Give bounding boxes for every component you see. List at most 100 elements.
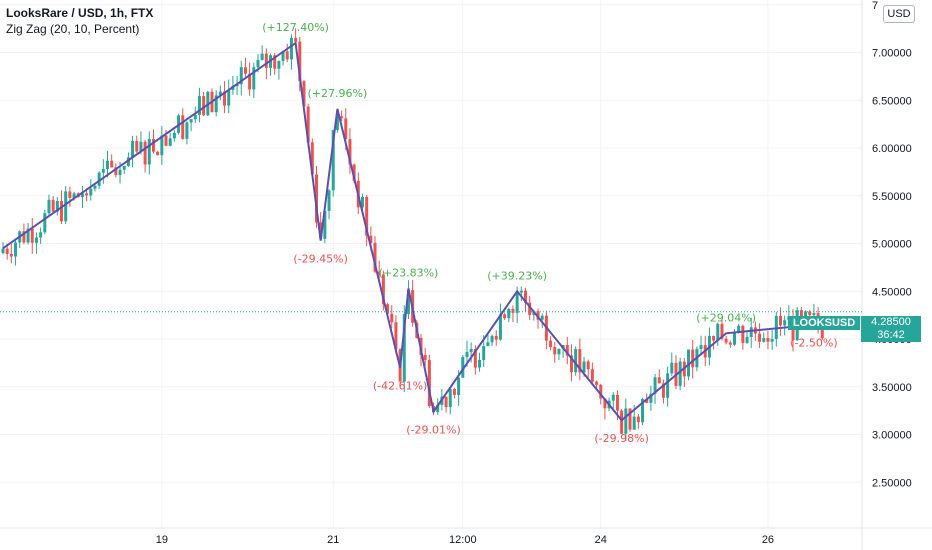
candle-body (632, 416, 636, 430)
candle-body (758, 333, 762, 342)
currency-button[interactable]: USD (883, 5, 915, 23)
candle-body (812, 313, 816, 316)
candle-body (503, 314, 507, 319)
candle-body (151, 139, 155, 152)
candle-body (64, 191, 68, 222)
time-tick-label: 12:00 (449, 534, 477, 546)
candle-body (1, 248, 5, 254)
candle-body (720, 323, 724, 339)
candle-body (586, 361, 590, 370)
candle-body (490, 335, 494, 343)
candle-body (549, 340, 553, 347)
candle-body (139, 141, 143, 152)
candle-body (14, 242, 18, 257)
candle-body (26, 228, 30, 243)
zigzag-label: (+29.04%) (696, 311, 756, 324)
candle-body (716, 323, 720, 341)
candle-body (657, 377, 661, 384)
candle-body (273, 55, 277, 69)
candle-body (691, 349, 695, 368)
candle-body (712, 335, 716, 341)
zigzag-line (2, 41, 815, 422)
candle-body (298, 41, 302, 82)
candle-body (294, 37, 298, 42)
candle-body (9, 253, 13, 257)
candle-body (331, 130, 335, 191)
candle-body (168, 138, 172, 146)
candle-body (473, 349, 477, 368)
candle-body (553, 346, 557, 355)
candle-body (636, 416, 640, 423)
price-tick-label: 2.50000 (872, 477, 912, 489)
candle-body (156, 151, 160, 156)
indicator-legend[interactable]: Zig Zag (20, 10, Percent) (6, 22, 140, 36)
candle-body (248, 73, 252, 90)
candle-body (799, 310, 803, 317)
candle-body (804, 311, 808, 317)
candle-body (80, 193, 84, 198)
candle-body (615, 394, 619, 411)
candle-body (218, 91, 222, 96)
chart-title[interactable]: LooksRare / USD, 1h, FTX (6, 6, 154, 20)
candle-body (661, 383, 665, 398)
candle-body (394, 322, 398, 350)
candle-body (402, 313, 406, 382)
candle-body (193, 114, 197, 120)
candle-body (436, 404, 440, 413)
candle-body (352, 164, 356, 181)
candle-body (93, 185, 97, 189)
candle-body (386, 304, 390, 314)
zigzag-label: (-2.50%) (790, 337, 838, 350)
candle-body (277, 60, 281, 69)
candle-body (628, 408, 632, 430)
candle-body (47, 199, 51, 214)
candle-body (486, 342, 490, 347)
price-tick-label: 7.00000 (872, 48, 912, 60)
candle-body (22, 231, 26, 243)
candle-body (766, 338, 770, 342)
candle-body (310, 142, 314, 175)
candle-body (197, 96, 201, 115)
candle-body (335, 116, 339, 131)
last-price-value: 4.28500 (871, 316, 911, 328)
candle-body (55, 201, 59, 212)
candle-body (820, 325, 824, 339)
price-tick-label: 5.50000 (872, 191, 912, 203)
candle-body (519, 290, 523, 293)
candle-body (164, 135, 168, 146)
candle-body (315, 174, 318, 223)
candle-body (377, 271, 381, 275)
candle-body (590, 369, 594, 382)
candle-body (670, 362, 674, 374)
candle-body (89, 188, 93, 196)
candle-body (762, 338, 766, 342)
candle-body (557, 348, 561, 355)
candle-body (737, 325, 741, 333)
candle-body (728, 342, 732, 345)
candle-body (34, 237, 38, 243)
candle-body (524, 290, 527, 303)
candle-body (243, 67, 247, 74)
candle-body (340, 116, 344, 119)
candle-body (302, 81, 306, 107)
candle-body (423, 354, 427, 361)
candle-body (306, 106, 310, 143)
candle-body (494, 335, 498, 340)
candle-body (461, 356, 465, 378)
candle-body (390, 313, 394, 323)
time-tick-label: 21 (327, 534, 339, 546)
time-tick-label: 26 (762, 534, 774, 546)
zigzag-label: (-29.98%) (594, 432, 649, 445)
candle-body (260, 53, 264, 60)
candle-body (427, 360, 431, 407)
candle-body (360, 196, 364, 208)
candle-body (507, 309, 511, 319)
price-tick-label: 7 (872, 0, 878, 12)
candle-body (498, 314, 502, 340)
candle-body (239, 67, 243, 85)
candle-body (783, 320, 787, 326)
candle-body (60, 201, 64, 222)
candle-body (172, 132, 176, 139)
